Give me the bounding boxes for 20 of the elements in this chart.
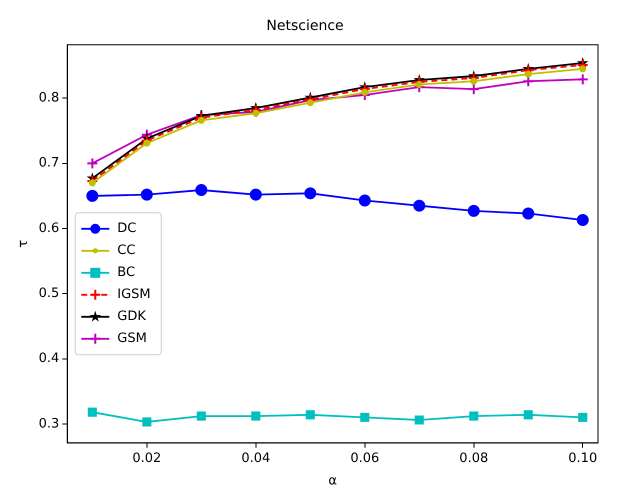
x-tick-label: 0.06 bbox=[350, 450, 380, 466]
chart-title: Netscience bbox=[266, 18, 344, 34]
y-tick-label: 0.8 bbox=[38, 90, 60, 106]
x-tick-label: 0.08 bbox=[459, 450, 488, 466]
x-tick-label: 0.04 bbox=[241, 450, 270, 466]
y-tick-label: 0.4 bbox=[38, 351, 60, 366]
legend-label: DC bbox=[117, 221, 136, 236]
y-tick-label: 0.7 bbox=[38, 156, 60, 171]
x-axis-title: α bbox=[328, 474, 337, 489]
legend-label: BC bbox=[117, 265, 136, 280]
legend-label: IGSM bbox=[117, 287, 151, 302]
legend-label: GSM bbox=[117, 331, 147, 346]
x-tick-label: 0.02 bbox=[132, 450, 162, 466]
legend-label: CC bbox=[117, 243, 136, 258]
y-tick-label: 0.6 bbox=[38, 220, 60, 236]
y-axis-title: τ bbox=[16, 240, 32, 248]
legend-label: GDK bbox=[117, 309, 146, 324]
y-tick-label: 0.5 bbox=[38, 286, 60, 302]
x-tick-label: 0.10 bbox=[568, 450, 598, 466]
y-tick-label: 0.3 bbox=[38, 416, 60, 432]
